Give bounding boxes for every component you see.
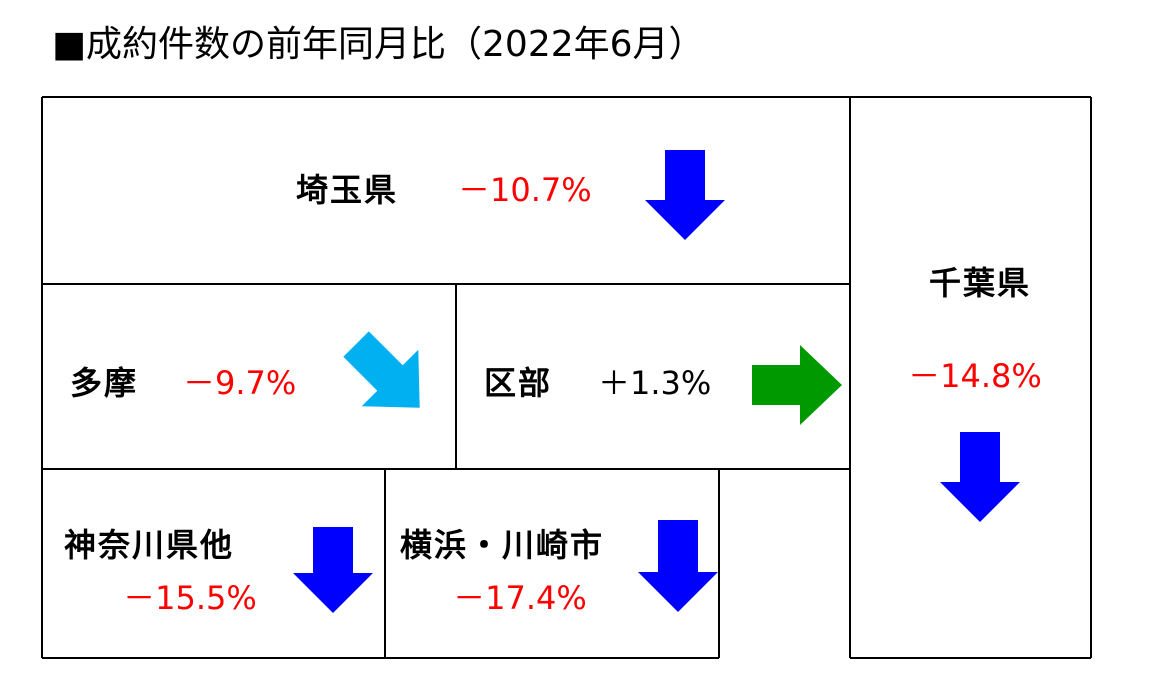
region-name: 区部 [484, 364, 552, 402]
region-change: ＋1.3% [598, 364, 711, 402]
down-arrow [293, 527, 373, 613]
region-name: 多摩 [70, 364, 138, 402]
region-change: －14.8% [908, 357, 1042, 395]
region-name: 神奈川県他 [64, 526, 234, 564]
down-arrow [638, 520, 718, 612]
region-change: －9.7% [183, 364, 296, 402]
region-name: 千葉県 [929, 264, 1031, 302]
region-name: 埼玉県 [296, 171, 398, 209]
region-borders [41, 96, 1092, 659]
down-arrow [940, 432, 1020, 522]
title: ■成約件数の前年同月比（2022年6月） [52, 24, 705, 65]
region-change: －15.5% [123, 579, 257, 617]
region-change: －17.4% [453, 579, 587, 617]
diagonal-arrow [343, 331, 420, 408]
down-arrow [645, 150, 725, 240]
region-name: 横浜・川崎市 [400, 526, 604, 564]
region-change: －10.7% [458, 171, 592, 209]
right-arrow [752, 345, 842, 425]
